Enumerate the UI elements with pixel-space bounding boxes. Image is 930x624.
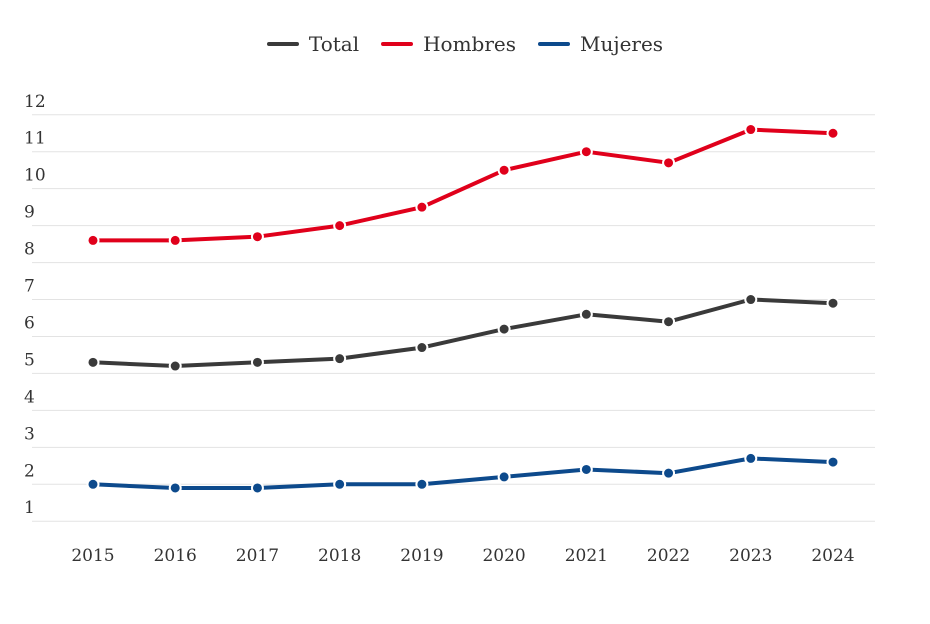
series-point-hombres-2023 — [744, 123, 758, 137]
y-tick-label-12: 12 — [24, 92, 46, 112]
series-point-hombres-2020 — [497, 163, 511, 177]
legend-item-mujeres[interactable]: Mujeres — [538, 32, 663, 56]
series-point-total-2024 — [826, 296, 840, 310]
series-point-hombres-2022 — [662, 156, 676, 170]
series-point-hombres-2024 — [826, 126, 840, 140]
series-point-mujeres-2015 — [86, 477, 100, 491]
series-point-total-2023 — [744, 293, 758, 307]
x-tick-label-2021: 2021 — [565, 546, 608, 566]
y-tick-label-6: 6 — [24, 313, 35, 333]
y-tick-label-7: 7 — [24, 277, 35, 297]
y-tick-label-2: 2 — [24, 461, 35, 481]
y-tick-label-10: 10 — [24, 166, 46, 186]
x-tick-label-2024: 2024 — [811, 546, 854, 566]
x-tick-label-2019: 2019 — [400, 546, 443, 566]
x-tick-label-2023: 2023 — [729, 546, 772, 566]
x-tick-label-2015: 2015 — [71, 546, 114, 566]
series-point-mujeres-2024 — [826, 455, 840, 469]
series-point-hombres-2018 — [333, 219, 347, 233]
series-point-mujeres-2021 — [579, 462, 593, 476]
y-tick-label-8: 8 — [24, 240, 35, 260]
series-point-total-2021 — [579, 307, 593, 321]
legend-swatch-mujeres — [538, 42, 571, 46]
series-line-total — [91, 297, 835, 368]
y-tick-label-5: 5 — [24, 350, 35, 370]
series-point-mujeres-2023 — [744, 451, 758, 465]
series-point-total-2018 — [333, 352, 347, 366]
series-point-mujeres-2022 — [662, 466, 676, 480]
legend-item-hombres[interactable]: Hombres — [381, 32, 516, 56]
y-tick-label-4: 4 — [24, 387, 35, 407]
series-line-mujeres — [91, 456, 835, 490]
x-tick-label-2016: 2016 — [154, 546, 197, 566]
y-tick-label-11: 11 — [24, 129, 46, 149]
legend-label-mujeres: Mujeres — [580, 32, 664, 56]
chart-legend: Total Hombres Mujeres — [0, 32, 930, 56]
legend-swatch-total — [266, 42, 299, 46]
y-tick-label-9: 9 — [24, 203, 35, 223]
series-point-total-2015 — [86, 355, 100, 369]
x-tick-label-2020: 2020 — [482, 546, 525, 566]
y-tick-label-3: 3 — [24, 424, 35, 444]
series-line-hombres — [91, 127, 835, 243]
series-point-total-2017 — [250, 355, 264, 369]
legend-item-total[interactable]: Total — [266, 32, 360, 56]
series-point-mujeres-2016 — [168, 481, 182, 495]
x-tick-label-2018: 2018 — [318, 546, 361, 566]
series-point-hombres-2016 — [168, 233, 182, 247]
legend-label-total: Total — [308, 32, 360, 56]
series-point-hombres-2015 — [86, 233, 100, 247]
series-point-mujeres-2017 — [250, 481, 264, 495]
series-point-hombres-2021 — [579, 145, 593, 159]
x-tick-label-2022: 2022 — [647, 546, 690, 566]
series-point-mujeres-2019 — [415, 477, 429, 491]
series-point-total-2016 — [168, 359, 182, 373]
series-point-hombres-2019 — [415, 200, 429, 214]
series-point-mujeres-2020 — [497, 470, 511, 484]
x-tick-label-2017: 2017 — [236, 546, 279, 566]
series-point-hombres-2017 — [250, 230, 264, 244]
series-point-total-2019 — [415, 341, 429, 355]
y-tick-label-1: 1 — [24, 498, 35, 518]
series-point-total-2022 — [662, 315, 676, 329]
series-point-mujeres-2018 — [333, 477, 347, 491]
series-point-total-2020 — [497, 322, 511, 336]
legend-label-hombres: Hombres — [423, 32, 517, 56]
legend-swatch-hombres — [381, 42, 414, 46]
